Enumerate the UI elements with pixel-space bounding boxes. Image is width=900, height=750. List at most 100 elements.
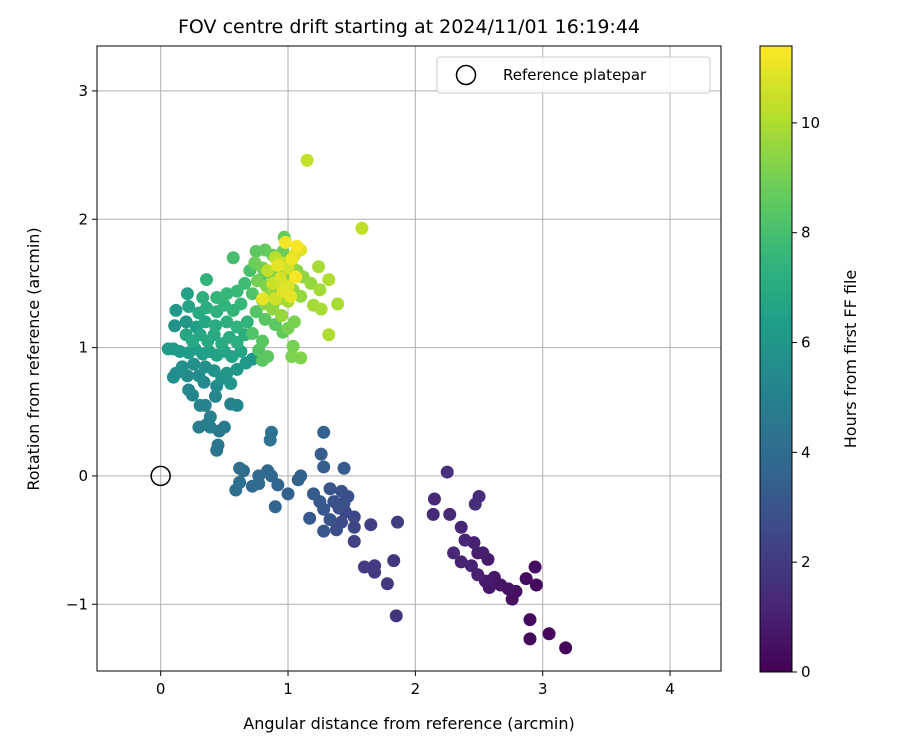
data-point	[322, 328, 336, 342]
data-point	[234, 297, 248, 311]
data-point	[317, 460, 331, 474]
data-point	[322, 273, 336, 287]
reference-marker	[150, 465, 171, 487]
data-point	[337, 496, 351, 510]
x-tick-label: 1	[283, 680, 293, 698]
data-point	[314, 447, 328, 461]
data-point	[220, 366, 234, 380]
x-tick-label: 4	[665, 680, 675, 698]
legend-box	[436, 56, 711, 94]
data-point	[226, 251, 240, 265]
data-point	[168, 319, 182, 333]
data-point	[271, 258, 285, 272]
data-point	[284, 289, 298, 303]
colorbar-label: Hours from first FF file	[841, 270, 860, 449]
x-axis-label: Angular distance from reference (arcmin)	[243, 714, 574, 733]
data-point	[286, 339, 300, 353]
data-point	[193, 398, 207, 412]
data-point	[192, 369, 206, 383]
data-point	[180, 287, 194, 301]
data-point	[300, 153, 314, 167]
data-point	[471, 568, 485, 582]
colorbar-ticks: 0 2 4 6 8 10	[792, 114, 820, 681]
data-point	[249, 305, 263, 319]
data-point	[220, 315, 234, 329]
colorbar-frame	[759, 45, 793, 673]
reference-point	[150, 465, 171, 487]
data-point	[224, 377, 238, 391]
data-point	[427, 492, 441, 506]
data-point	[471, 546, 485, 560]
data-point	[380, 577, 394, 591]
data-point	[252, 477, 266, 491]
plot-frame	[96, 45, 722, 672]
data-point	[347, 534, 361, 548]
y-tick-label: 1	[78, 339, 88, 357]
data-point	[198, 315, 212, 329]
data-point	[261, 350, 275, 364]
colorbar-gradient	[760, 46, 792, 672]
data-point	[329, 523, 343, 537]
data-point	[261, 264, 275, 278]
y-tick-label: 3	[78, 82, 88, 100]
data-point	[240, 315, 254, 329]
data-point	[323, 482, 337, 496]
data-point	[245, 352, 259, 366]
data-point	[182, 383, 196, 397]
data-point	[287, 315, 301, 329]
data-point	[337, 461, 351, 475]
data-point	[169, 303, 183, 317]
data-point	[230, 398, 244, 412]
x-tick-label: 3	[538, 680, 548, 698]
data-point	[355, 221, 369, 235]
data-point	[220, 287, 234, 301]
data-point	[294, 351, 308, 365]
data-point	[238, 276, 252, 290]
data-point	[281, 487, 295, 501]
data-point	[229, 483, 243, 497]
x-axis-ticks: 0 1 2 3 4	[156, 671, 675, 698]
data-point	[306, 487, 320, 501]
data-point	[208, 389, 222, 403]
legend-reference-marker-icon	[455, 64, 477, 86]
legend: Reference platepar	[436, 56, 711, 94]
data-point	[523, 632, 537, 646]
colorbar-tick-label: 8	[801, 224, 811, 242]
data-point	[203, 410, 217, 424]
data-point	[245, 326, 259, 340]
data-point	[256, 334, 270, 348]
data-point	[313, 283, 327, 297]
data-point	[387, 554, 401, 568]
y-tick-label: 0	[78, 467, 88, 485]
data-point	[187, 357, 201, 371]
data-point	[271, 478, 285, 492]
data-point	[364, 518, 378, 532]
y-axis-label: Rotation from reference (arcmin)	[24, 227, 43, 490]
data-point	[291, 473, 305, 487]
y-axis-ticks: −1 0 1 2 3	[66, 82, 97, 613]
data-point	[391, 515, 405, 529]
y-tick-label: −1	[66, 595, 88, 613]
data-point	[312, 260, 326, 274]
x-tick-label: 0	[156, 680, 166, 698]
data-point	[368, 559, 382, 573]
data-point	[529, 578, 543, 592]
data-point	[290, 239, 304, 253]
data-point	[464, 559, 478, 573]
colorbar: 0 2 4 6 8 10 Hours from first FF file	[759, 45, 860, 681]
data-point	[357, 560, 371, 574]
data-point	[256, 292, 270, 306]
data-point	[505, 592, 519, 606]
data-point	[447, 546, 461, 560]
data-point	[347, 520, 361, 534]
data-point	[314, 302, 328, 316]
data-point	[454, 520, 468, 534]
colorbar-tick-label: 0	[801, 663, 811, 681]
data-point	[182, 300, 196, 314]
data-point	[264, 425, 278, 439]
y-tick-label: 2	[78, 210, 88, 228]
data-point	[217, 420, 231, 434]
data-point	[175, 360, 189, 374]
data-point	[426, 507, 440, 521]
